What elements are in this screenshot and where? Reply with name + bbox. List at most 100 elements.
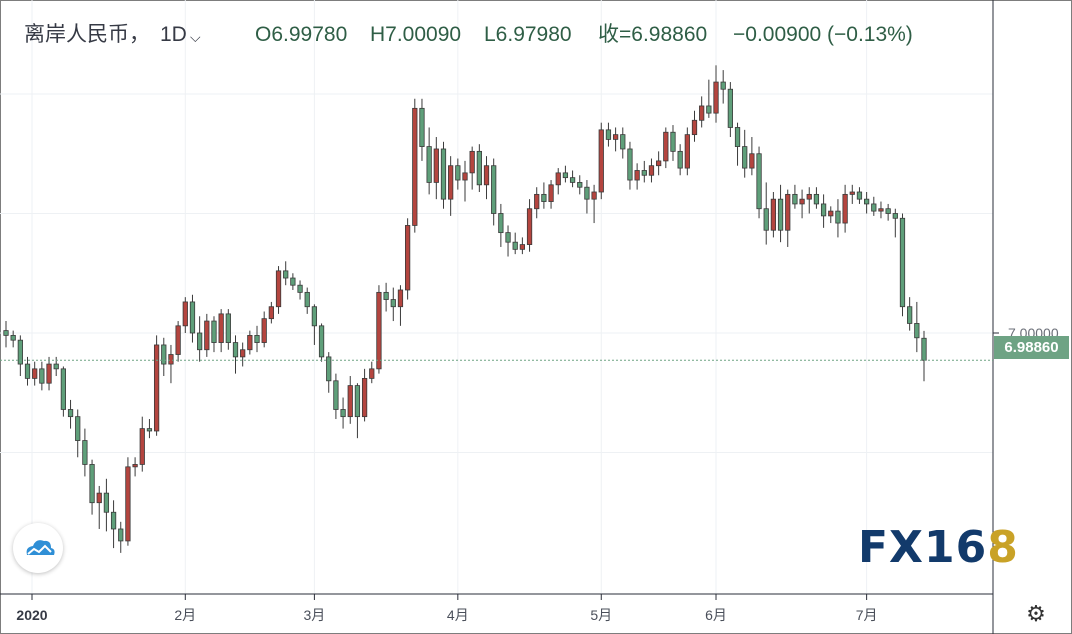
- candle: [283, 261, 289, 286]
- interval-label[interactable]: 1D: [160, 23, 187, 46]
- candle: [275, 266, 282, 314]
- candle-body: [75, 416, 81, 441]
- candle: [677, 144, 683, 176]
- candle-body: [749, 153, 755, 169]
- candle-body: [146, 428, 153, 432]
- candle-body: [641, 170, 647, 176]
- candle: [3, 321, 9, 348]
- candle: [828, 206, 834, 224]
- candle-body: [240, 349, 246, 358]
- candle: [304, 287, 310, 314]
- candle-body: [283, 270, 289, 279]
- change-value: −0.00900 (−0.13%): [733, 23, 913, 46]
- candle: [82, 428, 88, 477]
- candle-body: [627, 148, 633, 181]
- candle: [720, 70, 726, 104]
- candle: [892, 208, 898, 238]
- candle-body: [849, 191, 855, 195]
- time-tick-label: 2月: [174, 607, 196, 623]
- candle: [591, 184, 597, 224]
- candle: [89, 459, 95, 515]
- candle: [512, 232, 518, 255]
- candle-body: [648, 165, 655, 176]
- time-tick-label: 6月: [705, 607, 727, 623]
- candle: [648, 158, 655, 183]
- candle-body: [211, 320, 217, 343]
- candle: [756, 146, 762, 219]
- candle-body: [469, 150, 475, 174]
- candle-body: [684, 134, 690, 169]
- grid: [0, 0, 993, 594]
- candle: [405, 218, 411, 300]
- candle: [835, 199, 841, 238]
- candle-body: [60, 368, 66, 410]
- candle-body: [691, 119, 698, 136]
- candle: [541, 182, 547, 209]
- candle-body: [677, 150, 683, 169]
- candle-body: [89, 464, 95, 504]
- candles: [3, 65, 927, 553]
- candle-body: [189, 301, 196, 334]
- candle: [390, 287, 396, 322]
- candle: [864, 191, 870, 214]
- candle-body: [491, 165, 497, 214]
- candle-body: [620, 134, 626, 150]
- candle-body: [168, 354, 174, 365]
- candle-body: [433, 148, 439, 183]
- candle-body: [792, 193, 798, 205]
- candle-body: [197, 332, 203, 351]
- candle: [218, 309, 224, 353]
- candle-body: [383, 291, 389, 300]
- candle-body: [842, 193, 848, 224]
- candle: [469, 146, 475, 190]
- candle-body: [125, 466, 131, 542]
- candle: [562, 165, 569, 183]
- candle-body: [304, 291, 310, 308]
- gear-icon[interactable]: ⚙: [1026, 601, 1046, 626]
- candle-body: [247, 334, 253, 351]
- candle-body: [182, 301, 188, 327]
- candle: [247, 330, 253, 355]
- candle-body: [419, 107, 425, 147]
- candle-body: [153, 344, 160, 432]
- symbol-name[interactable]: 离岸人民币，: [24, 23, 150, 46]
- candle-body: [67, 409, 74, 418]
- candle-body: [32, 368, 38, 379]
- candle-body: [340, 409, 346, 418]
- candle: [656, 151, 662, 176]
- candle: [412, 98, 418, 233]
- candle: [899, 213, 906, 317]
- candle: [498, 203, 504, 247]
- cloud-button[interactable]: [13, 523, 63, 573]
- candle-body: [670, 131, 676, 152]
- candle: [641, 160, 647, 183]
- candle-body: [10, 334, 16, 341]
- candle: [921, 330, 927, 382]
- candle: [856, 187, 863, 204]
- candle: [347, 376, 353, 424]
- candle-body: [290, 277, 296, 286]
- candle-body: [96, 492, 102, 504]
- candle-body: [899, 217, 906, 308]
- time-tick-label: 7月: [856, 607, 878, 623]
- time-axis[interactable]: 2020 2月 3月 4月 5月 6月 7月: [16, 594, 878, 623]
- time-tick-label: 5月: [590, 607, 612, 623]
- candle-body: [892, 213, 898, 219]
- candle-body: [584, 186, 590, 200]
- candle: [534, 187, 540, 219]
- candle-body: [706, 105, 712, 114]
- candle-body: [39, 368, 45, 384]
- candle-body: [763, 208, 769, 231]
- candle-body: [856, 191, 863, 200]
- candle: [103, 478, 110, 532]
- candle: [168, 344, 174, 384]
- candle: [254, 325, 260, 353]
- candle: [749, 137, 755, 176]
- candle: [240, 342, 246, 367]
- candle-body: [727, 88, 733, 128]
- candle-body: [268, 306, 274, 320]
- candle: [204, 313, 210, 357]
- chevron-down-icon[interactable]: ⌵: [190, 29, 201, 45]
- candle-body: [577, 182, 583, 188]
